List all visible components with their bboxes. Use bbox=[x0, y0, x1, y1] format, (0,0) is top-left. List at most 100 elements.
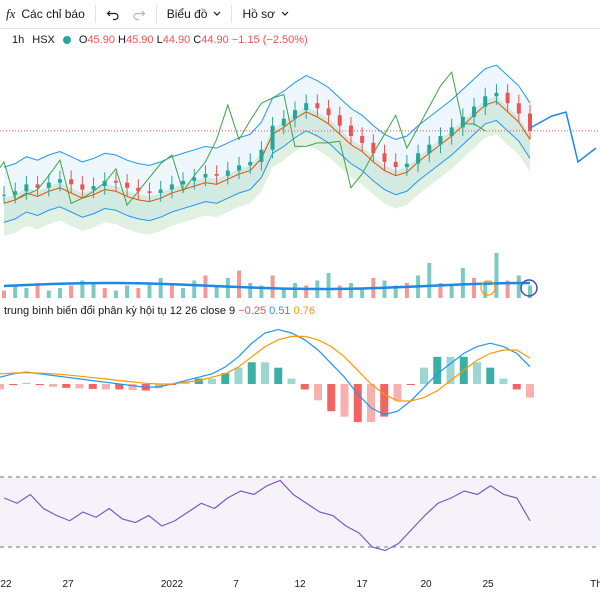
candle-body bbox=[181, 180, 186, 185]
candle-body bbox=[483, 96, 488, 107]
macd-histogram-bar bbox=[102, 384, 110, 390]
undo-button[interactable] bbox=[100, 0, 126, 28]
candle-body bbox=[281, 118, 286, 126]
candle-body bbox=[472, 106, 477, 117]
candle-body bbox=[91, 186, 96, 190]
chevron-down-icon bbox=[281, 11, 289, 16]
candle-body bbox=[505, 92, 510, 104]
indicators-button[interactable]: fx Các chỉ báo bbox=[0, 0, 91, 28]
candle-body bbox=[125, 182, 130, 188]
macd-histogram-bar bbox=[287, 378, 296, 384]
market-status-icon bbox=[62, 36, 71, 44]
volume-bar bbox=[270, 275, 275, 298]
profile-menu-label: Hồ sơ bbox=[242, 7, 276, 21]
macd-chart[interactable] bbox=[0, 322, 600, 442]
profile-menu-button[interactable]: Hồ sơ bbox=[236, 0, 295, 28]
function-icon: fx bbox=[6, 6, 16, 21]
volume-bar bbox=[304, 285, 309, 298]
time-axis: 22 27 2022 7 12 17 20 25 Th bbox=[0, 575, 600, 600]
time-axis-label: 20 bbox=[420, 579, 432, 590]
volume-bar bbox=[181, 288, 186, 298]
candle-body bbox=[147, 191, 152, 193]
time-axis-label: 7 bbox=[233, 579, 239, 590]
bollinger-upper-line bbox=[3, 64, 531, 168]
macd-signal-value: 0.76 bbox=[293, 305, 316, 317]
candle-body bbox=[248, 161, 253, 166]
macd-histogram-bar bbox=[221, 373, 230, 384]
rsi-chart[interactable] bbox=[0, 455, 600, 565]
volume-bar bbox=[259, 285, 264, 298]
rsi-line bbox=[3, 479, 531, 552]
volume-bar bbox=[337, 285, 342, 298]
macd-histogram-bar bbox=[35, 384, 44, 386]
volume-bar bbox=[136, 288, 141, 298]
candle-body bbox=[315, 103, 320, 109]
interval-label[interactable]: 1h bbox=[12, 34, 25, 46]
candle-body bbox=[24, 184, 29, 192]
chart-menu-label: Biểu đồ bbox=[166, 7, 208, 21]
time-axis-label: 25 bbox=[482, 579, 494, 590]
low-label: L bbox=[156, 34, 163, 46]
candle-body bbox=[360, 136, 365, 143]
projection-line bbox=[529, 111, 597, 164]
candle-body bbox=[102, 180, 107, 187]
close-label: C bbox=[193, 34, 202, 46]
change-value: −1.15 (−2.50%) bbox=[231, 34, 308, 46]
candle-body bbox=[259, 149, 264, 162]
volume-bar bbox=[281, 288, 286, 298]
macd-line bbox=[0, 328, 531, 416]
lagging-span-line bbox=[0, 70, 486, 207]
candle-body bbox=[416, 153, 421, 164]
volume-bar bbox=[91, 283, 96, 298]
volume-bar bbox=[2, 290, 6, 298]
redo-button[interactable] bbox=[126, 0, 152, 28]
chevron-down-icon bbox=[214, 11, 221, 16]
time-axis-label: 27 bbox=[62, 579, 74, 590]
marker-circle bbox=[480, 280, 496, 296]
symbol-legend: 1h HSX O45.90 H45.90 L44.90 C44.90 −1.15… bbox=[12, 34, 308, 46]
macd-histogram-bar bbox=[327, 384, 336, 412]
macd-histogram-bar bbox=[314, 384, 322, 401]
candle-body bbox=[304, 103, 309, 111]
macd-line-value: 0.51 bbox=[269, 305, 291, 317]
volume-bar bbox=[292, 283, 297, 298]
candle-body bbox=[460, 117, 465, 128]
candle-body bbox=[371, 142, 376, 154]
volume-bar bbox=[472, 278, 477, 298]
volume-bar bbox=[494, 253, 499, 298]
candle-body bbox=[203, 174, 208, 178]
volume-bar bbox=[460, 268, 465, 298]
undo-icon bbox=[106, 10, 119, 21]
volume-bar bbox=[248, 283, 253, 298]
candle-body bbox=[449, 127, 454, 136]
bollinger-fill bbox=[4, 65, 530, 223]
macd-histogram-bar bbox=[526, 384, 534, 398]
macd-histogram-bar bbox=[22, 382, 31, 384]
open-label: O bbox=[78, 34, 88, 46]
ohlc-values: O45.90 H45.90 L44.90 C44.90 −1.15 (−2.50… bbox=[79, 34, 308, 46]
volume-bar bbox=[348, 283, 353, 298]
macd-histogram-bar bbox=[261, 362, 269, 384]
volume-bar bbox=[158, 278, 163, 298]
chart-menu-button[interactable]: Biểu đồ bbox=[161, 0, 228, 28]
macd-histogram-bar bbox=[486, 367, 495, 384]
candle-body bbox=[326, 108, 331, 116]
price-chart[interactable] bbox=[0, 50, 600, 300]
macd-histogram-bar bbox=[353, 384, 362, 423]
redo-icon bbox=[133, 10, 146, 21]
macd-histogram-bar bbox=[499, 378, 508, 384]
macd-histogram-bar bbox=[274, 367, 283, 384]
candle-body bbox=[69, 179, 74, 185]
macd-histogram-bar bbox=[88, 384, 97, 389]
macd-histogram-bar bbox=[433, 356, 442, 384]
bollinger-lower-line bbox=[3, 119, 531, 223]
high-label: H bbox=[118, 34, 126, 46]
volume-bar bbox=[169, 285, 174, 298]
open-value: 45.90 bbox=[87, 34, 115, 46]
volume-bar bbox=[113, 290, 118, 298]
time-axis-label: 12 bbox=[294, 579, 306, 590]
volume-bar bbox=[102, 288, 107, 298]
volume-bar bbox=[69, 285, 74, 298]
macd-histogram-bar bbox=[406, 384, 415, 385]
macd-histogram-bar bbox=[0, 384, 4, 390]
